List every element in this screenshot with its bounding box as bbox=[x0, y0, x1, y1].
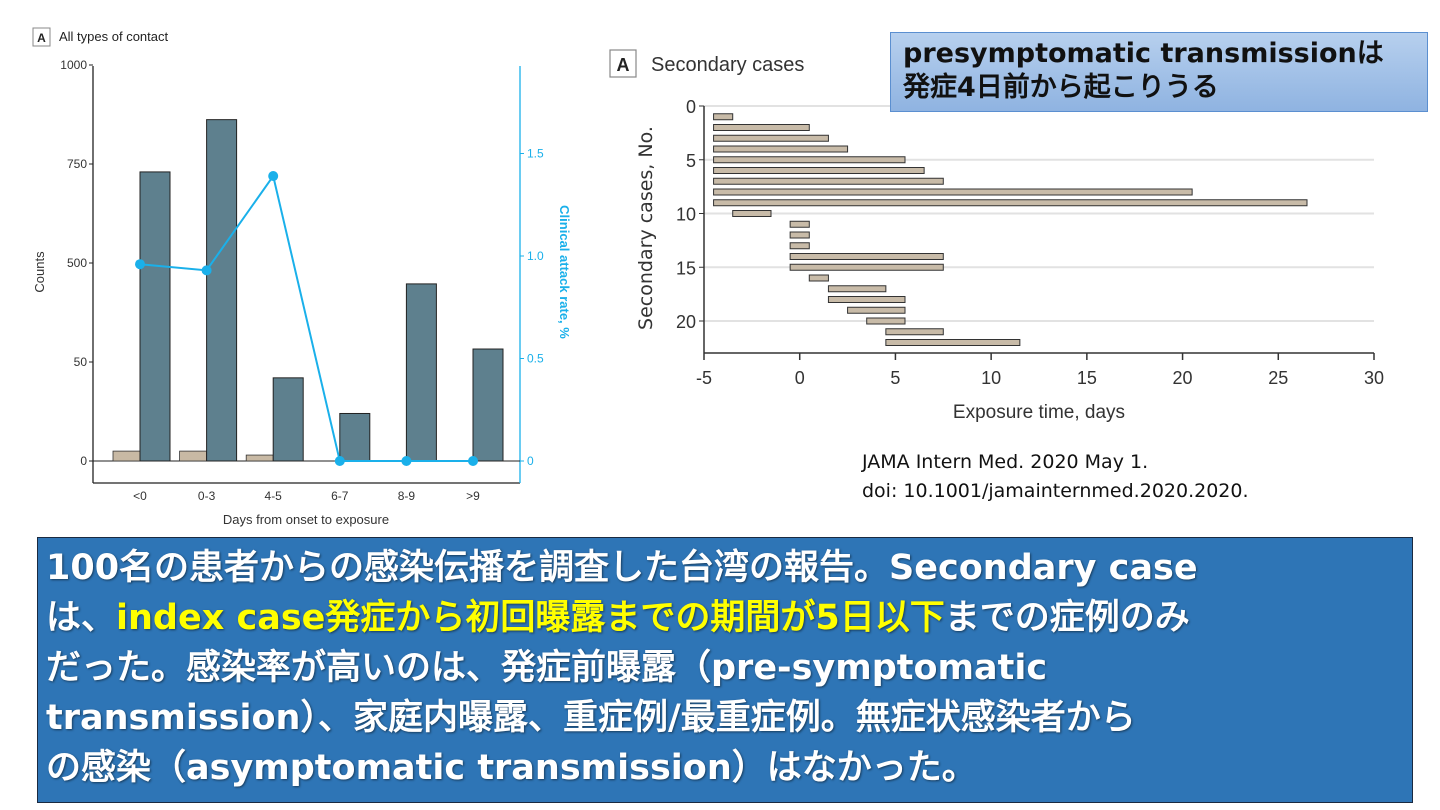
y-axis-label: Counts bbox=[32, 251, 47, 293]
bar-contacts bbox=[472, 348, 504, 462]
x-tick-label: >9 bbox=[466, 489, 480, 503]
citation-line: doi: 10.1001/jamainternmed.2020.2020. bbox=[862, 480, 1249, 502]
bar-contacts bbox=[206, 119, 238, 462]
bar-contacts bbox=[405, 283, 437, 462]
panel-label: A bbox=[37, 31, 46, 45]
exposure-interval-bar bbox=[866, 317, 906, 325]
y2-axis-label: Clinical attack rate, % bbox=[557, 205, 572, 339]
x-tick-label: 8-9 bbox=[398, 489, 416, 503]
bar-secondary-cases bbox=[112, 450, 141, 462]
exposure-interval-bar bbox=[713, 199, 1308, 207]
attack-rate-point bbox=[401, 456, 412, 466]
exposure-interval-bar bbox=[713, 113, 734, 121]
exposure-interval-bar bbox=[789, 220, 810, 228]
attack-rate-line bbox=[139, 173, 473, 462]
y-tick-label: 750 bbox=[67, 157, 87, 171]
summary-line: の感染（asymptomatic transmission）はなかった。 bbox=[46, 748, 977, 788]
y-axis-label: Secondary cases, No. bbox=[635, 126, 657, 330]
x-tick-label: -5 bbox=[696, 368, 712, 388]
x-tick-label: 10 bbox=[981, 368, 1001, 388]
exposure-interval-bar bbox=[713, 145, 849, 153]
exposure-interval-bar bbox=[808, 274, 829, 282]
exposure-interval-bar bbox=[732, 210, 772, 217]
exposure-interval-bar bbox=[827, 285, 887, 293]
exposure-interval-bar bbox=[713, 188, 1193, 196]
citation: JAMA Intern Med. 2020 May 1. doi: 10.100… bbox=[862, 448, 1249, 506]
y-tick-label: 50 bbox=[74, 355, 88, 369]
bar-contacts bbox=[272, 377, 304, 462]
exposure-interval-bar bbox=[789, 242, 810, 250]
x-tick-label: 15 bbox=[1077, 368, 1097, 388]
summary-line: transmission）、家庭内曝露、重症例/最重症例。無症状感染者から bbox=[46, 698, 1136, 738]
x-tick-label: 5 bbox=[890, 368, 900, 388]
exposure-interval-bar bbox=[713, 167, 925, 174]
summary-text: は、 bbox=[46, 598, 117, 638]
summary-line: 100名の患者からの感染伝播を調査した台湾の報告。Secondary case bbox=[46, 548, 1198, 588]
x-tick-label: 25 bbox=[1268, 368, 1288, 388]
attack-rate-point bbox=[468, 456, 478, 466]
summary-highlight: index case発症から初回曝露までの期間が5日以下 bbox=[116, 598, 945, 638]
exposure-interval-bar bbox=[847, 306, 906, 314]
exposure-interval-bar bbox=[885, 339, 1021, 346]
bar-secondary-cases bbox=[245, 454, 274, 462]
y-tick-label: 1000 bbox=[60, 58, 87, 72]
x-tick-label: 0 bbox=[795, 368, 805, 388]
exposure-interval-bar bbox=[713, 177, 944, 185]
exposure-interval-bar bbox=[789, 263, 944, 271]
exposure-interval-bar bbox=[827, 296, 906, 303]
exposure-interval-bar bbox=[885, 328, 944, 336]
y-tick-label: 20 bbox=[676, 312, 696, 332]
left-chart: A All types of contact Counts Clinical a… bbox=[32, 27, 572, 527]
y-tick-label: 15 bbox=[676, 258, 696, 278]
y2-tick-label: 1.0 bbox=[527, 249, 544, 263]
x-tick-label: 0-3 bbox=[198, 489, 216, 503]
x-tick-label: 20 bbox=[1173, 368, 1193, 388]
callout-line: presymptomatic transmissionは bbox=[903, 38, 1384, 69]
bar-secondary-cases bbox=[179, 450, 208, 462]
attack-rate-point bbox=[268, 171, 279, 182]
y2-tick-label: 0 bbox=[527, 454, 534, 468]
y2-tick-label: 1.5 bbox=[527, 147, 544, 161]
panel-label-box bbox=[32, 27, 51, 47]
panel-label: A bbox=[617, 55, 630, 75]
x-tick-label: 30 bbox=[1364, 368, 1384, 388]
callout-box: presymptomatic transmissionは 発症4日前から起こりう… bbox=[890, 32, 1428, 112]
right-chart: A Secondary cases Secondary cases, No. E… bbox=[609, 49, 1384, 423]
attack-rate-point bbox=[334, 456, 345, 466]
summary-box: 100名の患者からの感染伝播を調査した台湾の報告。Secondary case … bbox=[37, 537, 1413, 803]
panel-label-box bbox=[609, 49, 637, 78]
chart-title: Secondary cases bbox=[651, 54, 804, 76]
summary-line: は、index case発症から初回曝露までの期間が5日以下までの症例のみ bbox=[46, 593, 1404, 643]
chart-title: All types of contact bbox=[59, 29, 168, 44]
exposure-interval-bar bbox=[713, 124, 810, 131]
x-tick-label: 4-5 bbox=[265, 489, 283, 503]
exposure-interval-bar bbox=[713, 156, 906, 164]
exposure-interval-bar bbox=[789, 231, 810, 239]
exposure-interval-bar bbox=[789, 253, 944, 260]
bar-contacts bbox=[139, 171, 171, 462]
x-axis-label: Days from onset to exposure bbox=[223, 512, 389, 527]
x-axis-label: Exposure time, days bbox=[953, 402, 1125, 423]
x-tick-label: <0 bbox=[133, 489, 147, 503]
bar-contacts bbox=[339, 412, 371, 462]
summary-line: だった。感染率が高いのは、発症前曝露（pre-symptomatic bbox=[46, 648, 1048, 688]
y-tick-label: 0 bbox=[80, 454, 87, 468]
y2-tick-label: 0.5 bbox=[527, 352, 544, 366]
x-tick-label: 6-7 bbox=[331, 489, 349, 503]
y-tick-label: 0 bbox=[686, 97, 696, 117]
y-tick-label: 500 bbox=[67, 256, 87, 270]
y-tick-label: 10 bbox=[676, 205, 696, 225]
callout-line: 発症4日前から起こりうる bbox=[903, 72, 1219, 103]
attack-rate-point bbox=[201, 265, 212, 276]
attack-rate-point bbox=[135, 259, 145, 270]
exposure-interval-bar bbox=[713, 134, 829, 142]
summary-text: までの症例のみ bbox=[944, 598, 1190, 638]
citation-line: JAMA Intern Med. 2020 May 1. bbox=[862, 451, 1149, 473]
y-tick-label: 5 bbox=[686, 151, 696, 171]
